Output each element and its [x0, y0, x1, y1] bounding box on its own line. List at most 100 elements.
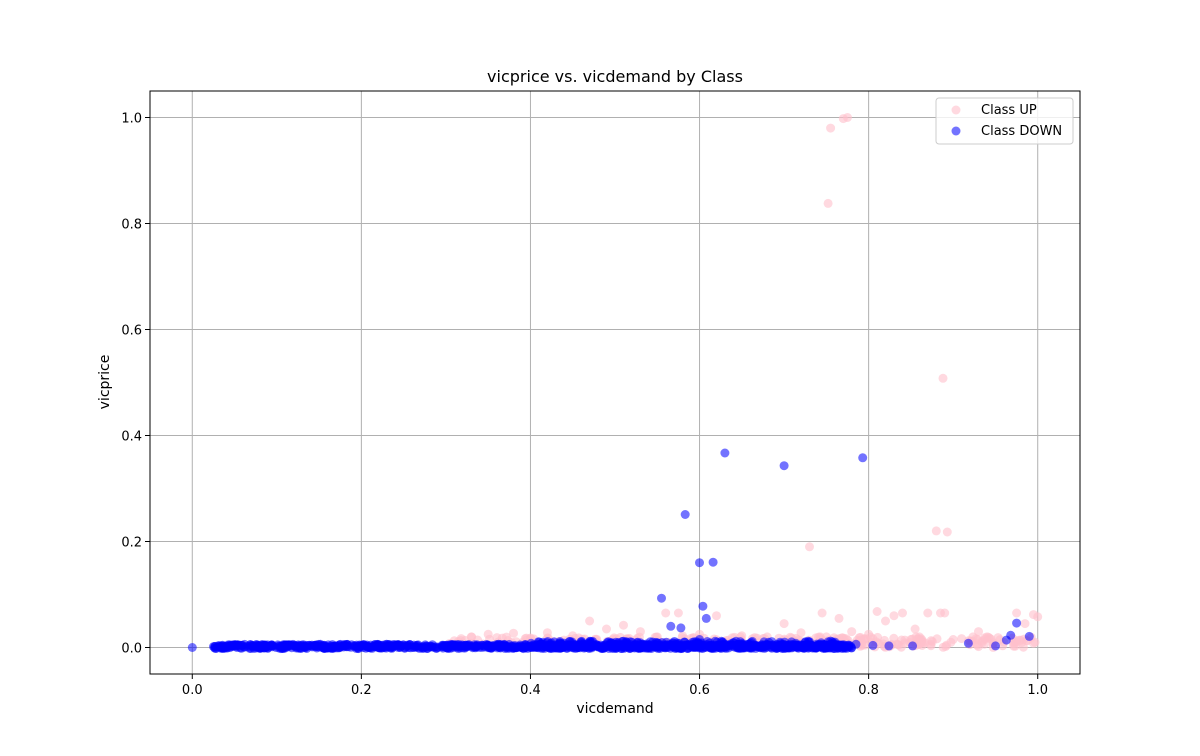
class-up-point: [619, 620, 628, 630]
class-up-point: [847, 627, 857, 637]
class-up-point: [855, 632, 865, 642]
class-down-point: [701, 613, 711, 623]
class-down-point: [1012, 618, 1022, 628]
class-up-point: [893, 639, 903, 649]
class-up-point: [940, 608, 950, 618]
class-down-point: [357, 640, 367, 650]
class-up-point: [898, 608, 907, 618]
class-down-point: [627, 637, 637, 647]
y-tick-label: 0.4: [121, 430, 142, 445]
class-up-point: [889, 611, 899, 621]
class-up-point: [948, 635, 958, 644]
class-down-point: [526, 638, 536, 648]
class-up-point: [974, 627, 983, 637]
class-down-point: [884, 641, 894, 651]
class-down-point: [991, 641, 1000, 651]
class-up-point: [826, 123, 836, 133]
class-down-point: [729, 638, 738, 647]
class-down-point: [851, 639, 861, 649]
class-down-point: [514, 642, 524, 651]
class-down-point: [643, 642, 652, 652]
class-down-point: [564, 637, 574, 646]
legend-box: [935, 97, 1074, 145]
class-up-point: [910, 624, 920, 634]
class-down-point: [585, 639, 595, 649]
x-axis-label: vicdemand: [576, 701, 653, 717]
class-down-point: [248, 642, 258, 652]
class-down-point: [1024, 631, 1034, 641]
class-down-point: [764, 637, 774, 647]
x-axis-ticks: 0.0 0.2 0.4 0.6 0.8 1.0: [182, 674, 1048, 698]
x-tick-label: 1.0: [1027, 683, 1048, 698]
class-down-point: [670, 641, 680, 651]
class-up-point: [843, 113, 852, 122]
y-tick-label: 0.2: [121, 536, 142, 551]
class-up-point: [942, 640, 952, 650]
class-down-point: [661, 637, 671, 647]
legend-marker-class-down: [951, 126, 961, 136]
class-down-point: [775, 637, 785, 647]
class-up-point: [483, 629, 493, 639]
class-down-point: [486, 643, 496, 653]
class-down-point: [745, 638, 755, 648]
class-down-point: [657, 593, 666, 603]
class-down-point: [666, 621, 676, 631]
class-up-point: [973, 635, 983, 645]
class-up-point: [923, 608, 933, 618]
class-up-point: [914, 632, 924, 642]
y-axis-label: vicprice: [97, 355, 113, 410]
class-down-point: [705, 642, 715, 651]
class-down-point: [680, 510, 690, 519]
class-down-point: [721, 640, 731, 650]
series-class-down: [187, 448, 1034, 654]
class-down-point: [868, 640, 878, 650]
legend-marker-class-up: [951, 105, 961, 115]
class-down-point: [695, 558, 704, 568]
class-up-point: [982, 632, 992, 642]
grid-lines: [150, 91, 1080, 674]
class-down-point: [222, 642, 232, 652]
y-tick-label: 0.0: [121, 642, 142, 657]
class-down-point: [411, 642, 421, 652]
class-down-point: [285, 640, 295, 650]
class-down-point: [908, 641, 918, 651]
legend-label-class-up: Class UP: [981, 103, 1037, 118]
class-down-point: [382, 642, 392, 652]
class-down-point: [858, 453, 868, 463]
class-up-point: [817, 608, 827, 618]
legend: Class UP Class DOWN: [935, 97, 1074, 145]
class-down-point: [698, 601, 708, 611]
class-up-point: [864, 629, 874, 639]
x-tick-label: 0.2: [351, 683, 372, 698]
class-down-point: [327, 641, 337, 651]
class-up-point: [931, 526, 941, 536]
class-up-point: [823, 198, 833, 208]
class-down-point: [603, 637, 613, 647]
class-down-point: [1001, 635, 1011, 645]
class-down-point: [826, 636, 836, 646]
class-up-point: [881, 616, 890, 626]
y-tick-label: 0.8: [121, 218, 142, 233]
class-up-point: [712, 611, 721, 621]
y-axis-ticks: 0.0 0.2 0.4 0.6 0.8 1.0: [121, 112, 150, 657]
y-tick-label: 0.6: [121, 324, 142, 339]
class-down-point: [735, 637, 745, 647]
class-down-point: [232, 643, 242, 652]
class-down-point: [755, 642, 765, 652]
class-down-point: [187, 643, 197, 652]
class-up-point: [635, 627, 645, 637]
class-up-point: [927, 637, 937, 647]
class-down-point: [259, 642, 269, 652]
class-down-point: [302, 640, 312, 650]
class-up-point: [466, 632, 476, 642]
class-up-point: [872, 607, 882, 616]
class-up-point: [942, 527, 952, 537]
class-down-point: [612, 639, 621, 649]
class-up-point: [661, 608, 671, 618]
class-down-point: [779, 461, 789, 471]
class-down-point: [470, 642, 480, 651]
class-down-point: [497, 642, 507, 651]
class-down-point: [676, 623, 686, 633]
class-down-point: [451, 642, 461, 652]
